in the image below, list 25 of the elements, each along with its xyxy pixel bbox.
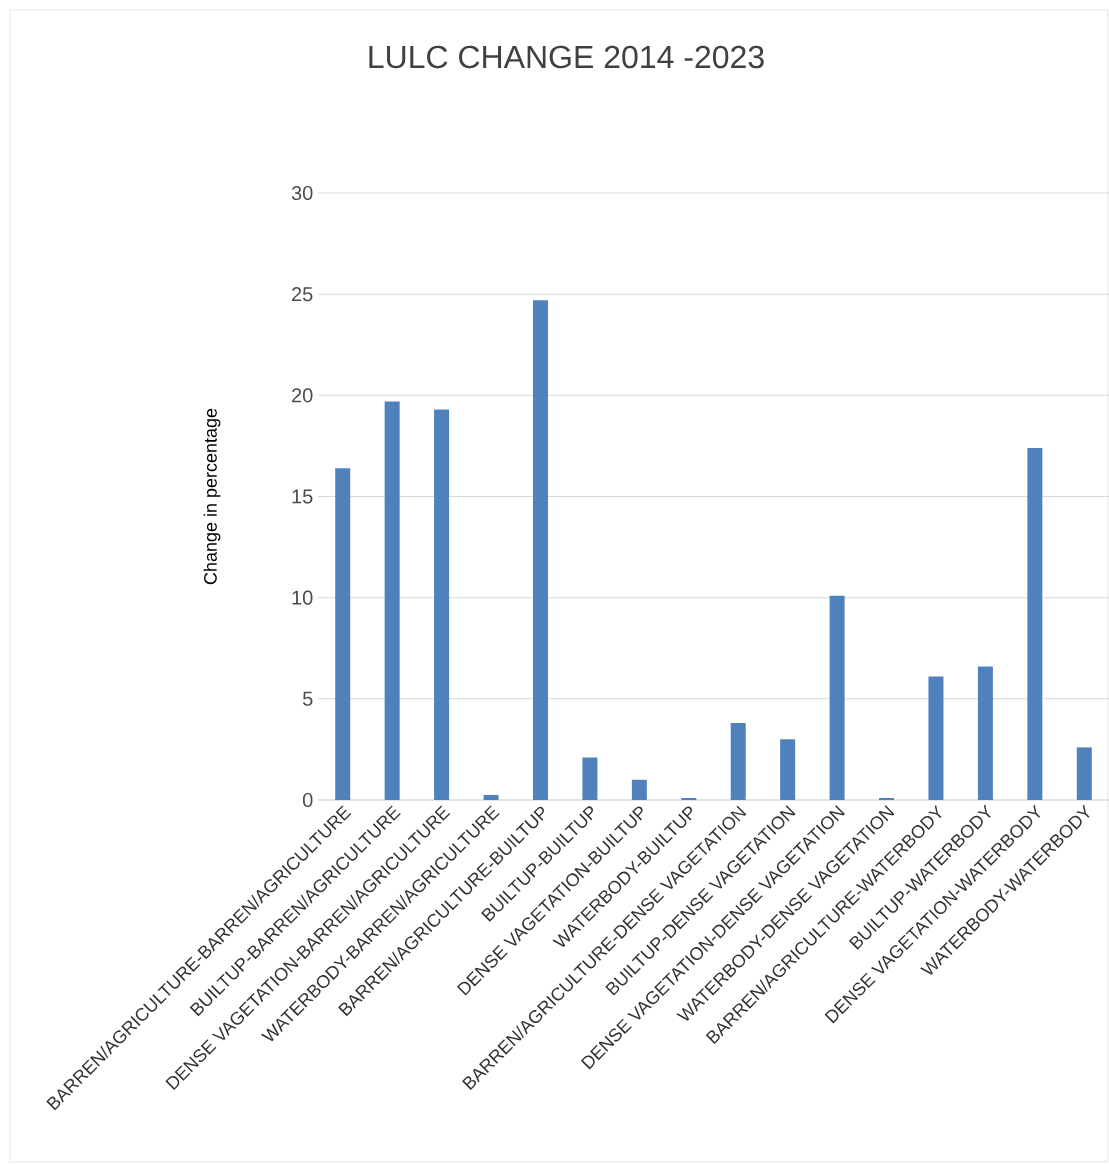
y-tick-label: 25 <box>292 287 313 302</box>
bar <box>384 401 400 800</box>
bar <box>928 676 944 800</box>
y-axis-title: Change in percentage <box>203 408 221 585</box>
y-tick-label: 0 <box>302 792 313 808</box>
bar <box>730 723 746 800</box>
bar <box>631 779 647 800</box>
bar <box>977 666 993 800</box>
bar <box>335 468 351 800</box>
bar <box>434 409 450 800</box>
bar <box>829 595 845 800</box>
bar <box>780 739 796 800</box>
bar <box>532 300 548 800</box>
bar <box>681 797 697 800</box>
chart-title: LULC CHANGE 2014 -2023 <box>369 45 764 69</box>
y-tick-label: 20 <box>292 388 313 403</box>
bar <box>483 794 499 800</box>
y-tick-label: 15 <box>292 489 313 504</box>
bar <box>1076 747 1092 800</box>
bar <box>879 797 895 800</box>
y-tick-label: 30 <box>291 185 313 201</box>
y-tick-label: 5 <box>302 691 313 706</box>
y-tick-label: 10 <box>292 590 313 605</box>
bar <box>582 757 598 800</box>
bar <box>1027 447 1043 800</box>
